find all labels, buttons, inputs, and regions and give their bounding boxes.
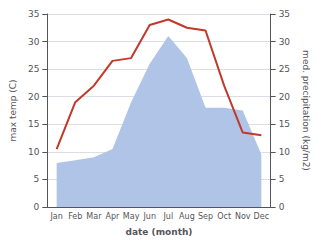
svg-text:May: May: [123, 212, 140, 221]
svg-text:20: 20: [279, 92, 291, 102]
svg-text:Nov: Nov: [235, 212, 251, 221]
svg-text:30: 30: [279, 37, 291, 47]
svg-text:date (month): date (month): [126, 227, 193, 237]
svg-text:35: 35: [279, 9, 290, 19]
svg-text:10: 10: [28, 147, 40, 157]
svg-text:Aug: Aug: [179, 212, 195, 221]
svg-text:Feb: Feb: [68, 212, 82, 221]
svg-text:20: 20: [28, 92, 40, 102]
svg-text:15: 15: [28, 119, 39, 129]
svg-text:Mar: Mar: [86, 212, 102, 221]
svg-text:5: 5: [279, 174, 285, 184]
svg-text:Jan: Jan: [49, 212, 62, 221]
svg-text:15: 15: [279, 119, 290, 129]
svg-text:Oct: Oct: [217, 212, 231, 221]
svg-text:Apr: Apr: [106, 212, 121, 221]
svg-text:Sep: Sep: [198, 212, 213, 221]
svg-text:med. precipitation (kg/m2): med. precipitation (kg/m2): [301, 50, 311, 171]
svg-text:25: 25: [279, 64, 290, 74]
svg-text:30: 30: [28, 37, 40, 47]
svg-text:5: 5: [34, 174, 40, 184]
svg-text:Jun: Jun: [142, 212, 156, 221]
svg-text:35: 35: [28, 9, 39, 19]
svg-text:0: 0: [279, 202, 285, 212]
svg-text:Jul: Jul: [162, 212, 173, 221]
svg-text:25: 25: [28, 64, 39, 74]
svg-text:max temp (C): max temp (C): [8, 79, 18, 141]
svg-text:10: 10: [279, 147, 291, 157]
svg-text:0: 0: [34, 202, 40, 212]
svg-text:Dec: Dec: [254, 212, 269, 221]
